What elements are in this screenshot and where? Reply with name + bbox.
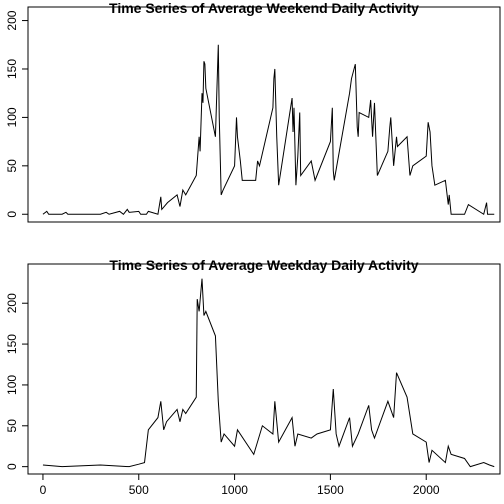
y-tick-label: 50 <box>5 419 19 433</box>
x-tick-label: 1500 <box>317 483 344 497</box>
series-line <box>42 278 495 468</box>
chart-title: Time Series of Average Weekday Daily Act… <box>109 257 418 273</box>
y-tick-label: 0 <box>5 463 19 470</box>
y-tick-label: 200 <box>5 293 19 313</box>
x-tick-label: 0 <box>40 483 47 497</box>
y-tick-label: 100 <box>5 107 19 127</box>
x-tick-label: 500 <box>129 483 149 497</box>
y-tick-label: 200 <box>5 10 19 30</box>
series-line <box>42 44 495 216</box>
y-tick-label: 50 <box>5 159 19 173</box>
x-tick-label: 2000 <box>413 483 440 497</box>
x-tick-label: 1000 <box>221 483 248 497</box>
y-tick-label: 150 <box>5 59 19 79</box>
plot-box <box>27 6 501 223</box>
y-tick-label: 0 <box>5 211 19 218</box>
y-tick-label: 150 <box>5 334 19 354</box>
y-tick-label: 100 <box>5 375 19 395</box>
chart-title: Time Series of Average Weekend Daily Act… <box>109 0 419 16</box>
plot-box <box>27 263 501 475</box>
